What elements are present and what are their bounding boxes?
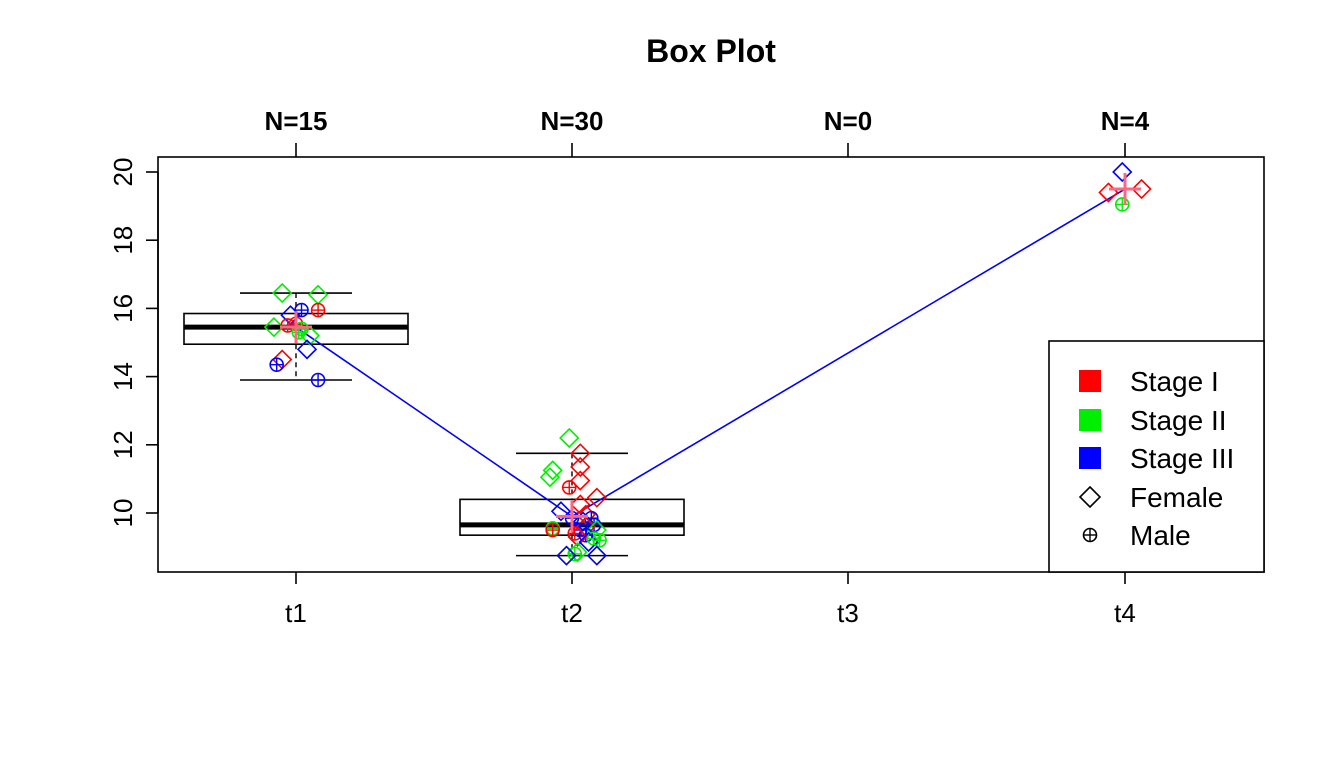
legend-item: Male [1082, 520, 1191, 551]
point-female-stage-III [586, 545, 607, 566]
point-female-stage-II [272, 282, 293, 304]
group-count-labels: N=15 N=30 N=0 N=4 [265, 106, 1150, 136]
legend: Stage I Stage II Stage III Female Male [1048, 340, 1265, 573]
point-female-stage-I [567, 526, 588, 548]
mean-trend-line [295, 188, 1126, 518]
legend-label: Stage I [1130, 366, 1219, 397]
y-tick-label: 18 [108, 226, 138, 255]
y-tick-label: 14 [108, 362, 138, 391]
x-tick-label: t3 [837, 598, 859, 628]
x-tick-label: t2 [561, 598, 583, 628]
mean-markers [280, 173, 1141, 533]
legend-item: Stage II [1079, 405, 1227, 436]
point-female-stage-I [1131, 178, 1152, 200]
mean-marker-t2 [556, 500, 588, 533]
box-iqr [459, 498, 685, 536]
data-points [263, 161, 1152, 566]
x-axis: t1 t2 t3 t4 [285, 572, 1136, 628]
point-female-stage-II [539, 467, 561, 488]
mean-polyline [295, 188, 1126, 518]
point-female-stage-III [550, 501, 572, 522]
point-female-stage-III [556, 545, 577, 566]
legend-item: Stage III [1079, 443, 1234, 474]
point-male-stage-II [1114, 197, 1130, 212]
point-male-stage-I [561, 480, 577, 495]
point-female-stage-III [296, 339, 318, 360]
point-male-stage-II [592, 532, 607, 548]
point-female-stage-II [542, 460, 563, 481]
legend-item: Female [1078, 482, 1223, 513]
point-female-stage-II [559, 427, 580, 449]
chart-title: Box Plot [646, 33, 776, 69]
y-tick-label: 20 [108, 158, 138, 187]
point-male-stage-I [310, 302, 326, 318]
point-female-stage-I [570, 443, 591, 464]
point-female-stage-III [578, 531, 599, 553]
y-tick-label: 10 [108, 499, 138, 528]
count-label: N=15 [265, 106, 328, 136]
point-male-stage-I [545, 522, 560, 538]
point-male-stage-III [310, 372, 326, 388]
point-male-stage-I [280, 318, 296, 333]
legend-label: Stage II [1130, 405, 1227, 436]
y-tick-label: 16 [108, 294, 138, 323]
point-female-stage-I [570, 494, 591, 515]
y-axis: 10 12 14 16 18 20 [108, 158, 159, 528]
point-female-stage-II [263, 317, 285, 338]
count-label: N=4 [1101, 106, 1150, 136]
point-female-stage-I [570, 470, 591, 491]
point-female-stage-III [1112, 161, 1133, 183]
legend-label: Female [1130, 482, 1223, 513]
mean-marker-t4 [1109, 173, 1141, 206]
legend-swatch [1079, 409, 1101, 431]
legend-label: Male [1130, 520, 1191, 551]
x-tick-label: t4 [1114, 598, 1136, 628]
point-female-stage-I [272, 349, 293, 370]
top-axis [295, 143, 1126, 157]
point-female-stage-I [586, 487, 607, 508]
legend-swatch [1079, 447, 1101, 469]
point-male-stage-III [269, 357, 284, 372]
legend-item: Stage I [1079, 366, 1219, 397]
boxes [183, 292, 685, 557]
count-label: N=30 [541, 106, 604, 136]
circle-plus-icon [1082, 527, 1098, 543]
mean-marker-t1 [280, 311, 312, 344]
point-female-stage-II [307, 284, 329, 305]
legend-swatch [1079, 370, 1101, 392]
x-tick-label: t1 [285, 598, 307, 628]
y-tick-label: 12 [108, 430, 138, 459]
diamond-icon [1078, 485, 1102, 509]
legend-label: Stage III [1130, 443, 1234, 474]
point-female-stage-I [570, 456, 591, 478]
count-label: N=0 [824, 106, 872, 136]
